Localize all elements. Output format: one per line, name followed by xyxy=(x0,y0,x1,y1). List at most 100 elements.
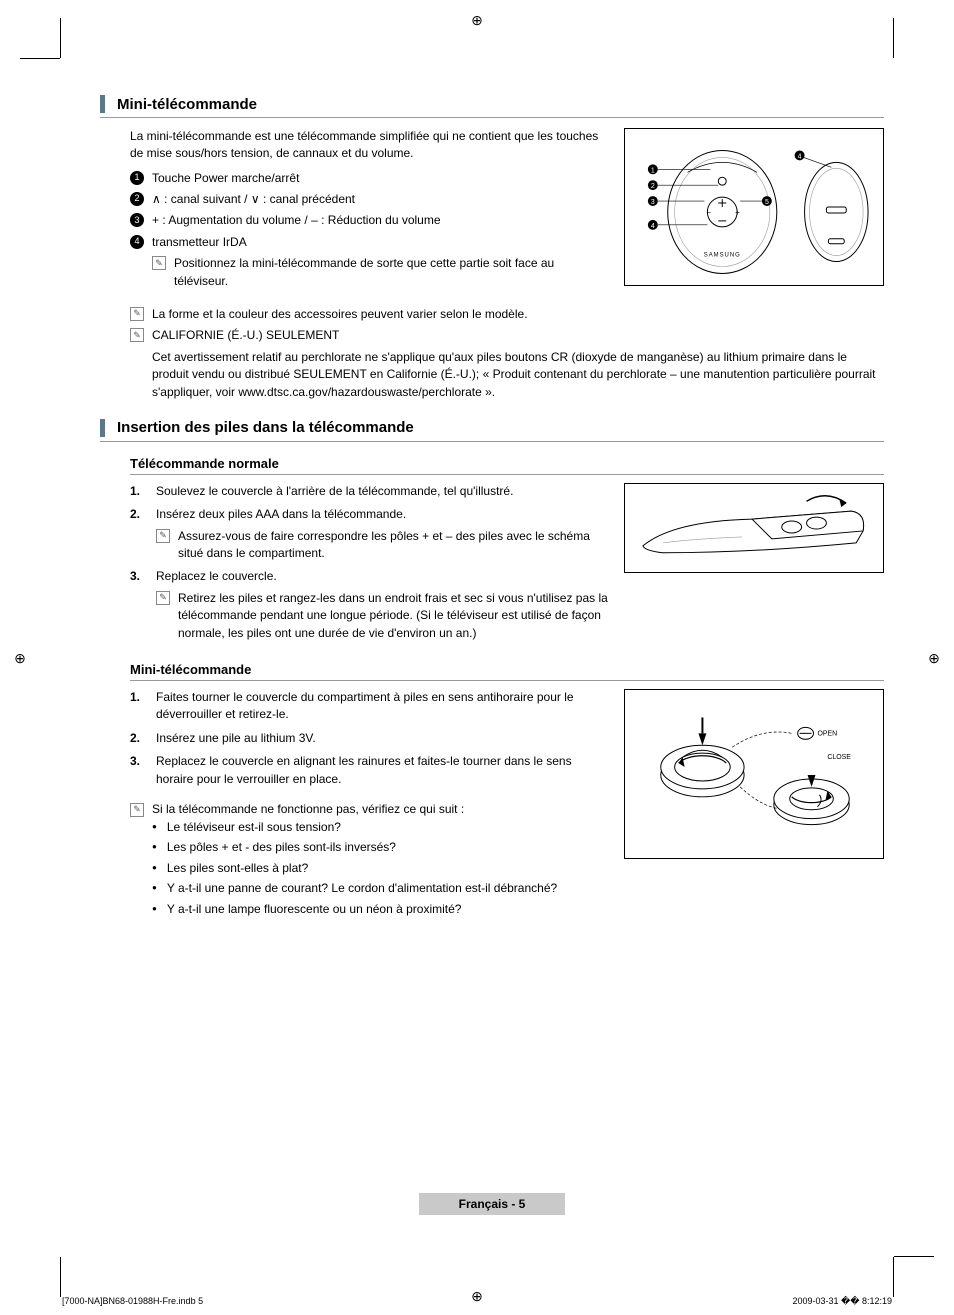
mini-remote-battery-figure: OPEN CLOSE xyxy=(624,689,884,919)
registration-mark-top: ⊕ xyxy=(469,12,485,28)
number-badge-2: 2 xyxy=(130,192,144,206)
note-text: Retirez les piles et rangez-les dans un … xyxy=(178,590,608,642)
step-number: 2. xyxy=(130,730,146,747)
note-text: La forme et la couleur des accessoires p… xyxy=(152,306,528,323)
subheading-normal-remote: Télécommande normale xyxy=(130,456,884,475)
number-badge-4: 4 xyxy=(130,235,144,249)
crop-mark xyxy=(60,18,61,58)
list-item: 3 + : Augmentation du volume / – : Réduct… xyxy=(130,212,608,229)
step-text: Replacez le couvercle. ✎ Retirez les pil… xyxy=(156,568,608,642)
note-icon: ✎ xyxy=(130,307,144,321)
mini-remote-battery-text: 1. Faites tourner le couvercle du compart… xyxy=(130,689,608,919)
mini-remote-figure: − + SAMSUNG 1 2 3 4 5 xyxy=(624,128,884,294)
note-row: ✎ Positionnez la mini-télécommande de so… xyxy=(152,255,608,290)
svg-text:2: 2 xyxy=(651,183,655,190)
note-text: CALIFORNIE (É.-U.) SEULEMENT xyxy=(152,327,339,344)
print-footer: [7000-NA]BN68-01988H-Fre.indb 5 2009-03-… xyxy=(62,1296,892,1307)
number-badge-3: 3 xyxy=(130,213,144,227)
section-heading-mini-remote: Mini-télécommande xyxy=(100,95,884,118)
bullet-item: Le téléviseur est-il sous tension? xyxy=(152,817,608,837)
troubleshoot-lead: Si la télécommande ne fonctionne pas, vé… xyxy=(152,802,464,817)
step-main: Insérez deux piles AAA dans la télécomma… xyxy=(156,507,406,521)
step-note: ✎ Assurez-vous de faire correspondre les… xyxy=(156,528,608,563)
heading-title: Insertion des piles dans la télécommande xyxy=(117,419,414,436)
normal-remote-diagram xyxy=(633,491,875,565)
svg-text:1: 1 xyxy=(651,167,655,174)
mini-remote-feature-list: 1 Touche Power marche/arrêt 2 ∧ : canal su… xyxy=(130,170,608,252)
bullet-item: Les piles sont-elles à plat? xyxy=(152,858,608,878)
step-text: Replacez le couvercle en alignant les ra… xyxy=(156,753,608,788)
insert-batteries-body: Télécommande normale 1. Soulevez le couve… xyxy=(130,456,884,919)
number-badge-1: 1 xyxy=(130,171,144,185)
step-number: 3. xyxy=(130,568,146,642)
step-item: 2. Insérez deux piles AAA dans la téléco… xyxy=(130,506,608,562)
heading-accent-bar xyxy=(100,419,105,437)
step-item: 3. Replacez le couvercle en alignant les … xyxy=(130,753,608,788)
svg-text:+: + xyxy=(735,208,740,217)
mini-remote-steps: 1. Faites tourner le couvercle du compart… xyxy=(130,689,608,788)
note-icon: ✎ xyxy=(130,328,144,342)
note-icon: ✎ xyxy=(156,591,170,605)
svg-text:4: 4 xyxy=(651,223,655,230)
step-text: Insérez deux piles AAA dans la télécomma… xyxy=(156,506,608,562)
step-item: 1. Soulevez le couvercle à l'arrière de l… xyxy=(130,483,608,500)
troubleshoot-list: Le téléviseur est-il sous tension? Les p… xyxy=(152,817,608,919)
step-item: 3. Replacez le couvercle. ✎ Retirez les … xyxy=(130,568,608,642)
registration-mark-right: ⊕ xyxy=(926,650,942,666)
step-text: Faites tourner le couvercle du compartim… xyxy=(156,689,608,724)
step-item: 2.Insérez une pile au lithium 3V. xyxy=(130,730,608,747)
note-text: Assurez-vous de faire correspondre les p… xyxy=(178,528,608,563)
svg-text:−: − xyxy=(706,208,711,217)
step-number: 2. xyxy=(130,506,146,562)
svg-text:5: 5 xyxy=(765,199,769,206)
troubleshoot-lead-row: ✎ Si la télécommande ne fonctionne pas, … xyxy=(130,802,608,817)
bullet-item: Y a-t-il une panne de courant? Le cordon… xyxy=(152,878,608,898)
page-footer: Français - 5 xyxy=(100,1193,884,1215)
mini-remote-intro: La mini-télécommande est une télécommand… xyxy=(130,128,608,162)
note-row: ✎ CALIFORNIE (É.-U.) SEULEMENT xyxy=(130,327,884,344)
subheading-mini-remote: Mini-télécommande xyxy=(130,662,884,681)
mini-remote-body: La mini-télécommande est une télécommand… xyxy=(130,128,884,294)
print-footer-right: 2009-03-31 �� 8:12:19 xyxy=(792,1296,892,1307)
crop-mark xyxy=(20,58,60,59)
page-number-badge: Français - 5 xyxy=(419,1193,566,1215)
mini-battery-diagram: OPEN CLOSE xyxy=(633,697,875,851)
normal-remote-figure xyxy=(624,483,884,648)
list-item: 2 ∧ : canal suivant / ∨ : canal précédent xyxy=(130,191,608,208)
print-footer-left: [7000-NA]BN68-01988H-Fre.indb 5 xyxy=(62,1296,203,1307)
normal-remote-text: 1. Soulevez le couvercle à l'arrière de l… xyxy=(130,483,608,648)
crop-mark xyxy=(893,18,894,58)
step-number: 1. xyxy=(130,689,146,724)
crop-mark xyxy=(894,1256,934,1257)
step-number: 3. xyxy=(130,753,146,788)
step-note: ✎ Retirez les piles et rangez-les dans u… xyxy=(156,590,608,642)
mini-remote-diagram: − + SAMSUNG 1 2 3 4 5 xyxy=(633,137,875,277)
mini-remote-text: La mini-télécommande est une télécommand… xyxy=(130,128,608,294)
note-icon: ✎ xyxy=(156,529,170,543)
crop-mark xyxy=(60,1257,61,1297)
brand-text: SAMSUNG xyxy=(704,253,741,259)
normal-remote-steps: 1. Soulevez le couvercle à l'arrière de l… xyxy=(130,483,608,642)
item-text: Touche Power marche/arrêt xyxy=(152,170,299,187)
step-text: Soulevez le couvercle à l'arrière de la … xyxy=(156,483,608,500)
item-text: ∧ : canal suivant / ∨ : canal précédent xyxy=(152,191,355,208)
note-paragraph: Cet avertissement relatif au perchlorate… xyxy=(152,349,884,401)
svg-text:4: 4 xyxy=(798,153,802,160)
note-icon: ✎ xyxy=(130,803,144,817)
normal-remote-row: 1. Soulevez le couvercle à l'arrière de l… xyxy=(130,483,884,648)
bullet-item: Les pôles + et - des piles sont-ils inve… xyxy=(152,837,608,857)
item-text: + : Augmentation du volume / – : Réducti… xyxy=(152,212,441,229)
mini-remote-battery-row: 1. Faites tourner le couvercle du compart… xyxy=(130,689,884,919)
heading-accent-bar xyxy=(100,95,105,113)
bullet-item: Y a-t-il une lampe fluorescente ou un né… xyxy=(152,899,608,919)
figure-box: − + SAMSUNG 1 2 3 4 5 xyxy=(624,128,884,286)
item-text: transmetteur IrDA xyxy=(152,234,247,251)
step-number: 1. xyxy=(130,483,146,500)
note-icon: ✎ xyxy=(152,256,166,270)
open-label: OPEN xyxy=(817,730,837,737)
list-item: 1 Touche Power marche/arrêt xyxy=(130,170,608,187)
svg-text:3: 3 xyxy=(651,199,655,206)
heading-title: Mini-télécommande xyxy=(117,96,257,113)
list-item: 4 transmetteur IrDA xyxy=(130,234,608,251)
registration-mark-left: ⊕ xyxy=(12,650,28,666)
